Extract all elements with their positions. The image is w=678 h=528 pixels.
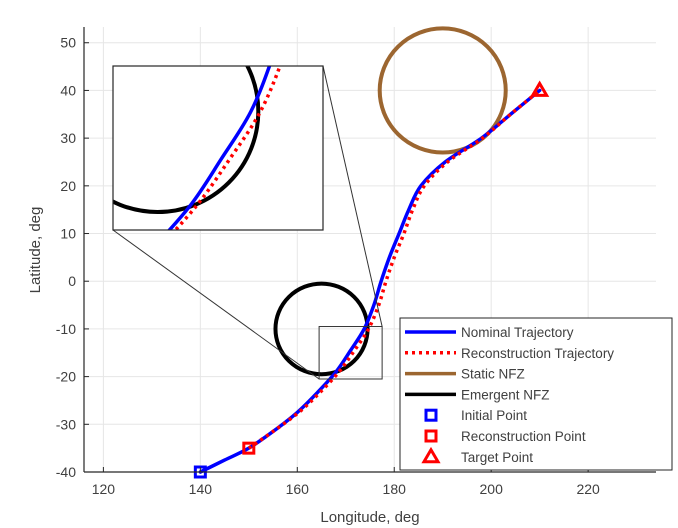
x-tick-label: 120 bbox=[92, 481, 116, 497]
y-axis-label: Latitude, deg bbox=[27, 207, 44, 294]
zoom-connector-line bbox=[112, 229, 320, 380]
y-tick-label: -30 bbox=[56, 416, 76, 432]
legend: Nominal Trajectory Reconstruction Traject… bbox=[399, 317, 673, 471]
x-tick-label: 140 bbox=[189, 481, 213, 497]
y-tick-label: 40 bbox=[60, 82, 76, 98]
legend-swatch-initial-point bbox=[424, 408, 438, 422]
reconstruction-point-marker bbox=[242, 441, 256, 455]
legend-label-reconstruction-trajectory: Reconstruction Trajectory bbox=[461, 346, 614, 361]
legend-label-static-nfz: Static NFZ bbox=[461, 367, 525, 382]
x-tick-label: 220 bbox=[576, 481, 600, 497]
x-axis-label: Longitude, deg bbox=[320, 509, 419, 526]
y-tick-label: 10 bbox=[60, 226, 76, 242]
legend-label-emergent-nfz: Emergent NFZ bbox=[461, 387, 550, 402]
x-tick-label: 160 bbox=[286, 481, 310, 497]
y-tick-label: 0 bbox=[68, 273, 76, 289]
y-tick-label: 30 bbox=[60, 130, 76, 146]
static-nfz-circle bbox=[377, 26, 508, 155]
zoom-box bbox=[318, 326, 383, 380]
legend-label-nominal-trajectory: Nominal Trajectory bbox=[461, 325, 574, 340]
target-point-marker bbox=[530, 80, 550, 97]
grid bbox=[84, 27, 656, 473]
legend-swatch-target-point bbox=[421, 446, 441, 464]
y-tick-label: -20 bbox=[56, 369, 76, 385]
inset-frame bbox=[112, 65, 324, 231]
y-tick-label: -10 bbox=[56, 321, 76, 337]
legend-label-reconstruction-point: Reconstruction Point bbox=[461, 429, 586, 444]
inset-emergent-nfz-circle bbox=[113, 66, 261, 214]
inset-background bbox=[113, 66, 323, 230]
axes: 120 140 160 180 200 220 -40 -30 -20 -10 0 10 20 30 40 5… bbox=[56, 27, 656, 497]
legend-label-initial-point: Initial Point bbox=[461, 408, 527, 423]
zoom-connector-line bbox=[322, 65, 383, 327]
y-tick-label: -40 bbox=[56, 464, 76, 480]
y-tick-label: 20 bbox=[60, 178, 76, 194]
legend-label-target-point: Target Point bbox=[461, 450, 533, 465]
y-tick-label: 50 bbox=[60, 35, 76, 51]
inset-plot bbox=[113, 66, 282, 230]
plot-marks bbox=[112, 26, 550, 479]
x-tick-label: 200 bbox=[480, 481, 504, 497]
legend-swatch-reconstruction-point bbox=[424, 429, 438, 443]
x-tick-label: 180 bbox=[383, 481, 407, 497]
